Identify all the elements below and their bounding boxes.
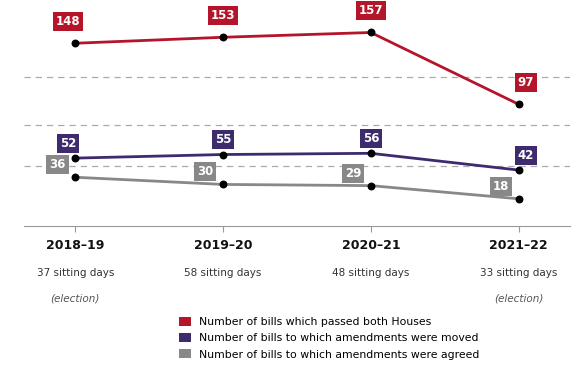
Text: 58 sitting days: 58 sitting days xyxy=(185,268,262,278)
Text: 30: 30 xyxy=(197,165,213,178)
Point xyxy=(218,151,228,157)
Text: 42: 42 xyxy=(518,149,534,162)
Text: (election): (election) xyxy=(51,294,100,304)
Legend: Number of bills which passed both Houses, Number of bills to which amendments we: Number of bills which passed both Houses… xyxy=(179,317,480,360)
Text: 33 sitting days: 33 sitting days xyxy=(480,268,557,278)
Point xyxy=(71,155,80,161)
Point xyxy=(218,34,228,40)
Point xyxy=(366,183,376,189)
Text: 56: 56 xyxy=(363,132,379,145)
Point xyxy=(71,174,80,180)
Text: 36: 36 xyxy=(49,158,66,171)
Text: 2019–20: 2019–20 xyxy=(194,239,252,252)
Text: 148: 148 xyxy=(55,15,80,28)
Text: 2021–22: 2021–22 xyxy=(489,239,548,252)
Text: 48 sitting days: 48 sitting days xyxy=(332,268,409,278)
Text: 2018–19: 2018–19 xyxy=(46,239,105,252)
Point xyxy=(514,167,523,173)
Point xyxy=(514,196,523,202)
Text: 52: 52 xyxy=(59,137,76,150)
Text: 55: 55 xyxy=(215,133,231,146)
Point xyxy=(514,101,523,107)
Text: 97: 97 xyxy=(518,76,534,89)
Text: 18: 18 xyxy=(493,180,509,193)
Point xyxy=(366,150,376,156)
Text: 2020–21: 2020–21 xyxy=(342,239,400,252)
Text: (election): (election) xyxy=(494,294,543,304)
Point xyxy=(71,40,80,46)
Text: 29: 29 xyxy=(345,167,361,180)
Point xyxy=(366,30,376,35)
Text: 153: 153 xyxy=(211,9,235,22)
Point xyxy=(218,181,228,187)
Text: 157: 157 xyxy=(359,4,383,17)
Text: 37 sitting days: 37 sitting days xyxy=(36,268,114,278)
